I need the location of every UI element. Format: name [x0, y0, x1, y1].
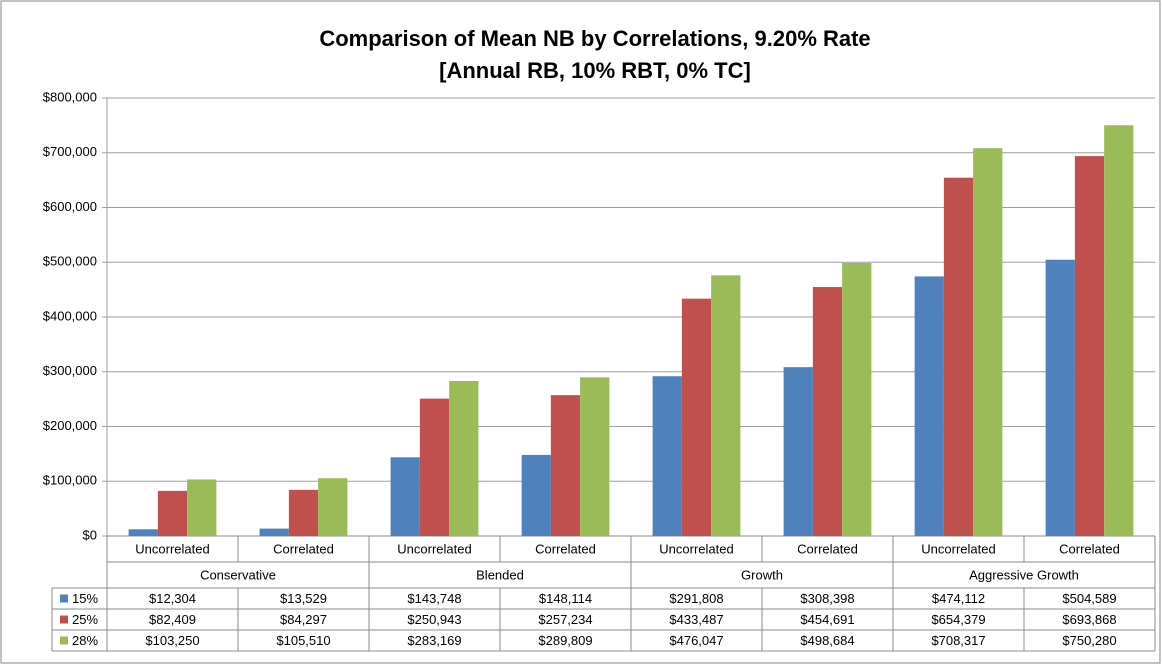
x-tick-label: Correlated: [535, 541, 596, 556]
group-label: Aggressive Growth: [969, 567, 1079, 582]
group-label: Conservative: [200, 567, 276, 582]
legend-label: 25%: [72, 612, 98, 627]
table-value: $291,808: [669, 591, 723, 606]
bar: [449, 380, 479, 536]
bar: [943, 177, 974, 537]
bar: [259, 528, 289, 536]
x-tick-label: Uncorrelated: [921, 541, 995, 556]
table-value: $13,529: [280, 591, 327, 606]
y-tick-label: $500,000: [43, 254, 97, 269]
table-value: $105,510: [276, 633, 330, 648]
table-value: $750,280: [1062, 633, 1116, 648]
table-value: $143,748: [407, 591, 461, 606]
table-value: $12,304: [149, 591, 196, 606]
y-tick-label: $600,000: [43, 199, 97, 214]
x-tick-label: Correlated: [273, 541, 334, 556]
bar: [652, 376, 682, 536]
table-value: $504,589: [1062, 591, 1116, 606]
chart-subtitle: [Annual RB, 10% RBT, 0% TC]: [439, 58, 751, 83]
bar: [550, 395, 581, 536]
chart-title: Comparison of Mean NB by Correlations, 9…: [319, 26, 870, 51]
legend-swatch: [60, 636, 68, 645]
bar: [318, 478, 348, 536]
x-tick-label: Uncorrelated: [659, 541, 733, 556]
table-value: $474,112: [932, 591, 985, 606]
y-tick-label: $0: [83, 527, 97, 542]
group-label: Growth: [741, 567, 783, 582]
bar: [580, 377, 610, 536]
table-value: $476,047: [669, 633, 723, 648]
table-value: $257,234: [538, 612, 592, 627]
table-value: $148,114: [539, 591, 592, 606]
bar: [783, 367, 813, 536]
bar: [1104, 125, 1134, 536]
bar: [419, 398, 450, 536]
table-value: $498,684: [800, 633, 854, 648]
legend-label: 15%: [72, 591, 98, 606]
y-tick-label: $800,000: [43, 89, 97, 104]
legend-swatch: [60, 594, 68, 603]
bar: [914, 276, 944, 536]
table-value: $82,409: [149, 612, 196, 627]
table-value: $454,691: [800, 612, 854, 627]
y-tick-label: $200,000: [43, 418, 97, 433]
bar: [842, 262, 872, 536]
table-value: $289,809: [538, 633, 592, 648]
table-value: $708,317: [931, 633, 985, 648]
bar: [681, 298, 712, 536]
y-tick-label: $700,000: [43, 144, 97, 159]
legend-label: 28%: [72, 633, 98, 648]
table-value: $103,250: [145, 633, 199, 648]
bar: [711, 275, 741, 536]
bar: [521, 454, 551, 536]
legend-swatch: [60, 615, 68, 624]
table-value: $693,868: [1062, 612, 1116, 627]
x-tick-label: Correlated: [797, 541, 858, 556]
bar: [812, 287, 843, 536]
x-tick-label: Uncorrelated: [135, 541, 209, 556]
bar: [1074, 156, 1105, 536]
bar: [1045, 259, 1075, 536]
x-tick-label: Correlated: [1059, 541, 1120, 556]
bar: [187, 479, 217, 536]
bar: [157, 490, 188, 536]
table-value: $433,487: [669, 612, 723, 627]
table-value: $84,297: [280, 612, 327, 627]
bar: [973, 148, 1003, 536]
x-tick-label: Uncorrelated: [397, 541, 471, 556]
bar: [288, 489, 319, 536]
y-tick-label: $100,000: [43, 473, 97, 488]
table-value: $250,943: [407, 612, 461, 627]
bar: [390, 457, 420, 536]
bar: [128, 529, 158, 536]
group-label: Blended: [476, 567, 524, 582]
table-value: $283,169: [407, 633, 461, 648]
y-tick-label: $300,000: [43, 363, 97, 378]
table-value: $654,379: [931, 612, 985, 627]
y-tick-label: $400,000: [43, 308, 97, 323]
table-value: $308,398: [800, 591, 854, 606]
